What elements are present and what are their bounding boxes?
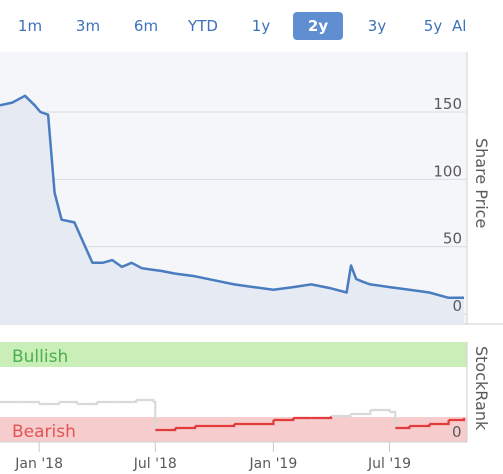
stockrank-y-tick-0: 0 [452,423,462,441]
stockrank-segment-19 [350,410,372,416]
price-y-tick-100: 100 [433,162,462,180]
range-tab-1m[interactable]: 1m [17,17,43,35]
range-tab-5y[interactable]: 5y [423,17,443,35]
price-series-line [0,94,464,300]
price-y-tick-0: 0 [452,297,462,315]
range-tab-1y[interactable]: 1y [251,17,271,35]
bullish-band [0,342,467,367]
x-tick-label-3: Jul '19 [367,456,411,472]
stockrank-segment-25 [448,418,466,422]
range-tab-3y[interactable]: 3y [367,17,387,35]
x-tick-label-0: Jan '18 [14,456,63,472]
stockrank-series-line [0,398,466,432]
bearish-band [0,417,467,442]
x-axis: Jan '18 Jul '18 Jan '19 Jul '19 [14,442,411,472]
stockrank-segment-21 [389,410,397,428]
price-y-tick-50: 50 [443,230,462,248]
range-tab-6m[interactable]: 6m [133,17,159,35]
price-y-axis: 150 100 50 0 [433,95,462,315]
stockrank-segment-14 [253,420,275,426]
range-tab-all[interactable]: All [452,17,466,35]
x-tick-label-2: Jan '19 [249,456,298,472]
range-tab-bar: 1m 3m 6m YTD 1y 2y 3y 5y All [0,0,503,50]
range-tab-3m[interactable]: 3m [75,17,101,35]
x-tick-label-1: Jul '18 [133,456,177,472]
stockrank-segment-8 [153,400,157,430]
range-tab-ytd[interactable]: YTD [188,17,218,35]
stockrank-segment-24 [429,420,450,426]
price-y-tick-150: 150 [433,95,462,113]
bearish-label: Bearish [12,422,76,442]
price-area-fill [0,95,464,324]
price-axis-title: Share Price [472,138,491,228]
range-tab-2y[interactable]: 2y [293,12,343,40]
bullish-label: Bullish [12,347,68,367]
stockrank-axis-title: StockRank [472,346,491,431]
